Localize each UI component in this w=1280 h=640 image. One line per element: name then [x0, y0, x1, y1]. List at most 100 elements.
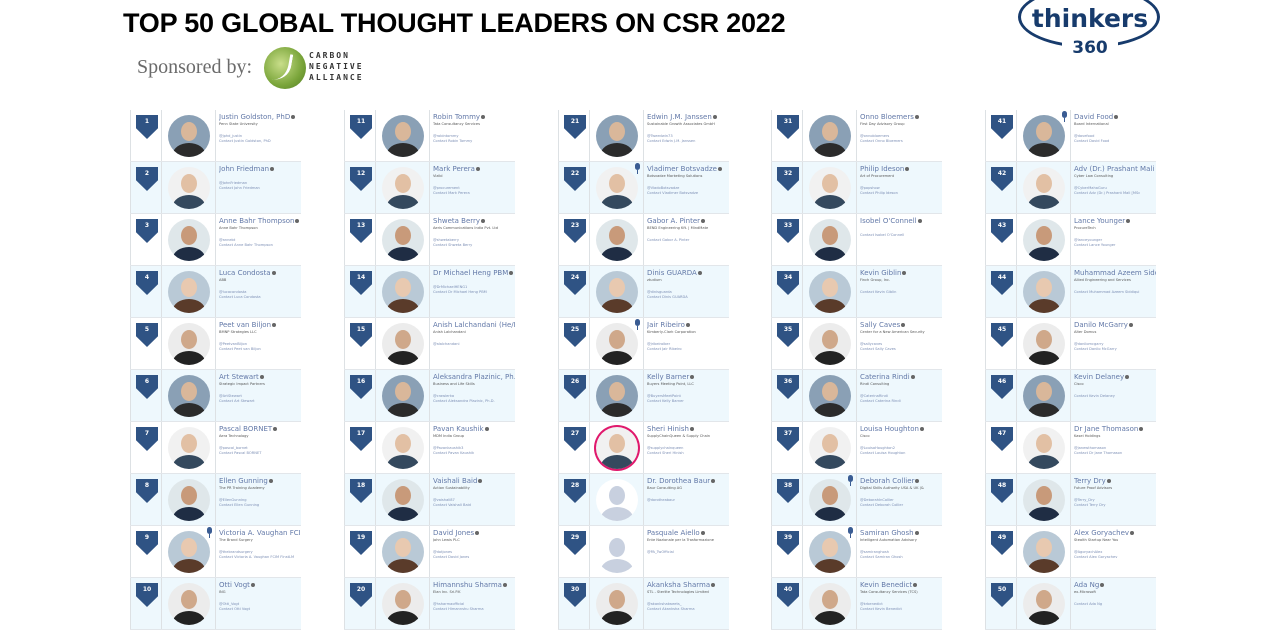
twitter-handle-link[interactable]: @krbenedict — [860, 602, 883, 606]
twitter-handle-link[interactable]: @CaterinaRindi — [860, 394, 888, 398]
twitter-handle-link[interactable]: @danilomcgarry — [1074, 342, 1104, 346]
leader-name-link[interactable]: Terry Dry — [1074, 477, 1156, 486]
contact-link[interactable]: Contact John Friedman — [219, 186, 260, 190]
leader-card[interactable]: 37 Louisa Houghton Cisco @LouisaHoughton2 Co… — [771, 422, 942, 474]
avatar[interactable] — [1023, 323, 1065, 365]
avatar[interactable] — [1023, 115, 1065, 157]
twitter-handle-link[interactable]: @CyberMahaGuru — [1074, 186, 1107, 190]
avatar[interactable] — [809, 375, 851, 417]
leader-card[interactable]: 4 Luca Condosta ABB @lucacondosta Contact Lu… — [130, 266, 301, 318]
leader-name-link[interactable]: Dr Jane Thomason — [1074, 425, 1156, 434]
leader-name-link[interactable]: Mark Perera — [433, 165, 515, 174]
twitter-handle-link[interactable]: @PA_TwOfficial — [647, 550, 674, 554]
contact-link[interactable]: Contact Dr Michael Heng PBM — [433, 290, 487, 294]
leader-card[interactable]: 22 Vladimer Botsvadze Botsvadze Marketing … — [558, 162, 729, 214]
leader-name-link[interactable]: Vaishali Baid — [433, 477, 515, 486]
avatar[interactable] — [809, 219, 851, 261]
avatar[interactable] — [596, 115, 638, 157]
avatar[interactable] — [809, 115, 851, 157]
contact-link[interactable]: Contact Pascal BORNET — [219, 451, 262, 455]
contact-link[interactable]: Contact Sally Caves — [860, 347, 896, 351]
twitter-handle-link[interactable]: @Tweedwin73 — [647, 134, 673, 138]
leader-card[interactable]: 40 Kevin Benedict Tata Consultancy Service… — [771, 578, 942, 630]
avatar[interactable] — [168, 427, 210, 469]
leader-card[interactable]: 48 Terry Dry Future Proof Advisors @Terry_D… — [985, 474, 1156, 526]
twitter-handle-link[interactable]: @ArtStewart — [219, 394, 242, 398]
twitter-handle-link[interactable]: @Otti_Vogt — [219, 602, 240, 606]
contact-link[interactable]: Contact Robin Tommy — [433, 139, 473, 143]
leader-card[interactable]: 2 John Friedman @JohnFriedman Contact John … — [130, 162, 301, 214]
leader-card[interactable]: 27 Sheri Hinish SupplyChainQueen & Supply … — [558, 422, 729, 474]
leader-card[interactable]: 36 Caterina Rindi Rindi Consulting @Caterin… — [771, 370, 942, 422]
leader-card[interactable]: 10 Otti Vogt ING @Otti_Vogt Contact Otti Vog… — [130, 578, 301, 630]
contact-link[interactable]: Contact Ellen Gunning — [219, 503, 260, 507]
leader-name-link[interactable]: Deborah Collier — [860, 477, 942, 486]
avatar[interactable] — [168, 323, 210, 365]
avatar[interactable] — [168, 271, 210, 313]
avatar[interactable] — [809, 427, 851, 469]
avatar[interactable] — [809, 167, 851, 209]
leader-card[interactable]: 43 Lance Younger ProcureTech @lanceyounger C… — [985, 214, 1156, 266]
twitter-handle-link[interactable]: @jphd_justin — [219, 134, 243, 138]
leader-name-link[interactable]: Samiran Ghosh — [860, 529, 942, 538]
leader-name-link[interactable]: David Jones — [433, 529, 515, 538]
avatar[interactable] — [168, 479, 210, 521]
twitter-handle-link[interactable]: @LouisaHoughton2 — [860, 446, 895, 450]
leader-name-link[interactable]: Aleksandra Plazinic, Ph.D. — [433, 373, 515, 382]
avatar[interactable] — [1023, 479, 1065, 521]
contact-link[interactable]: Contact Onno Bloemers — [860, 139, 903, 143]
leader-name-link[interactable]: Caterina Rindi — [860, 373, 942, 382]
leader-name-link[interactable]: Kevin Delaney — [1074, 373, 1156, 382]
contact-link[interactable]: Contact Luca Condosta — [219, 295, 261, 299]
leader-name-link[interactable]: Louisa Houghton — [860, 425, 942, 434]
leader-card[interactable]: 8 Ellen Gunning The PR Training Academy @El… — [130, 474, 301, 526]
twitter-handle-link[interactable]: @alalchandani — [433, 342, 460, 346]
leader-card[interactable]: 9 Victoria A. Vaughan FCIM The Brand Surge… — [130, 526, 301, 578]
contact-link[interactable]: Contact Caterina Rindi — [860, 399, 901, 403]
twitter-handle-link[interactable]: @pascal_bornet — [219, 446, 248, 450]
avatar[interactable] — [168, 167, 210, 209]
leader-name-link[interactable]: David Food — [1074, 113, 1156, 122]
twitter-handle-link[interactable]: @robintommy — [433, 134, 459, 138]
contact-link[interactable]: Contact Akanksha Sharma — [647, 607, 695, 611]
contact-link[interactable]: Contact Alex Goryachev — [1074, 555, 1118, 559]
leader-card[interactable]: 46 Kevin Delaney Cisco Contact Kevin Delane… — [985, 370, 1156, 422]
leader-name-link[interactable]: Robin Tommy — [433, 113, 515, 122]
leader-name-link[interactable]: Vladimer Botsvadze — [647, 165, 729, 174]
contact-link[interactable]: Contact Kevin Benedict — [860, 607, 902, 611]
twitter-handle-link[interactable]: @Terry_Dry — [1074, 498, 1095, 502]
contact-link[interactable]: Contact Terry Dry — [1074, 503, 1106, 507]
contact-link[interactable]: Contact Adv (Dr.) Prashant Mali [MSc — [1074, 191, 1141, 195]
leader-card[interactable]: 39 Samiran Ghosh Intelligent Automation Ad… — [771, 526, 942, 578]
leader-card[interactable]: 17 Pavan Kaushik MDM India Group @Pavankaus… — [344, 422, 515, 474]
contact-link[interactable]: Contact Pavan Kaushik — [433, 451, 475, 455]
contact-link[interactable]: Contact Edwin J.M. Janssen — [647, 139, 696, 143]
leader-card[interactable]: 28 Dr. Dorothea Baur Baur Consulting AG @do… — [558, 474, 729, 526]
contact-link[interactable]: Contact Vladimer Botsvadze — [647, 191, 699, 195]
leader-card[interactable]: 6 Art Stewart Strategic Impact Partners @Ar… — [130, 370, 301, 422]
contact-link[interactable]: Contact Lance Younger — [1074, 243, 1116, 247]
contact-link[interactable]: Contact Dr Jane Thomason — [1074, 451, 1123, 455]
leader-card[interactable]: 21 Edwin J.M. Janssen Sustainable Growth A… — [558, 110, 729, 162]
avatar[interactable] — [168, 115, 210, 157]
avatar[interactable] — [382, 427, 424, 469]
leader-card[interactable]: 31 Onno Bloemers First Day Advisory Group @… — [771, 110, 942, 162]
avatar[interactable] — [596, 167, 638, 209]
contact-link[interactable]: Contact Dinis GUARDA — [647, 295, 688, 299]
leader-card[interactable]: 7 Pascal BORNET Aera Technology @pascal_bor… — [130, 422, 301, 474]
contact-link[interactable]: Contact Samiran Ghosh — [860, 555, 903, 559]
leader-name-link[interactable]: Dr Michael Heng PBM — [433, 269, 515, 278]
contact-link[interactable]: Contact Deborah Collier — [860, 503, 904, 507]
leader-name-link[interactable]: Dr. Dorothea Baur — [647, 477, 729, 486]
twitter-handle-link[interactable]: @DrMichaelHENG1 — [433, 285, 468, 289]
twitter-handle-link[interactable]: @PeetvanBiljon — [219, 342, 248, 346]
twitter-handle-link[interactable]: @Pavankaushik3 — [433, 446, 464, 450]
avatar[interactable] — [382, 167, 424, 209]
twitter-handle-link[interactable]: @hsharmaofficial — [433, 602, 465, 606]
leader-name-link[interactable]: John Friedman — [219, 165, 301, 174]
avatar-placeholder[interactable] — [596, 479, 638, 521]
twitter-handle-link[interactable]: @dorotheabaur — [647, 498, 676, 502]
twitter-handle-link[interactable]: @JohnFriedman — [219, 181, 248, 185]
leader-card[interactable]: 16 Aleksandra Plazinic, Ph.D. Business and… — [344, 370, 515, 422]
leader-card[interactable]: 12 Mark Perera Vizibl @procurement Contact M… — [344, 162, 515, 214]
